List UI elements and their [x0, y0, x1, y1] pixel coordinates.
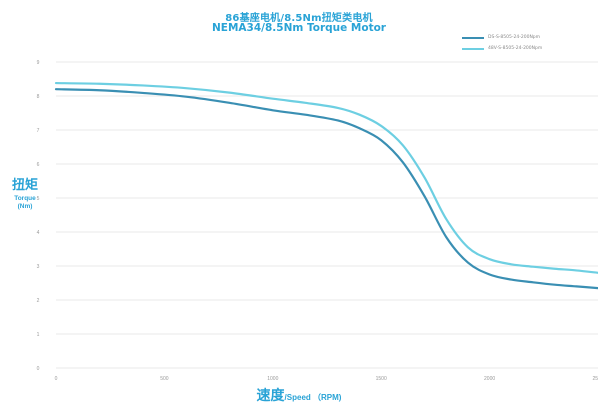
y-tick-label: 4: [37, 230, 40, 236]
x-tick-label: 2000: [484, 376, 495, 382]
y-axis-unit: (Nm): [17, 203, 33, 210]
legend: DS-S-8505-24-200Npm 48V-S-8505-24-200Npm: [462, 32, 582, 54]
y-tick-label: 2: [37, 298, 40, 304]
y-tick-label: 5: [37, 196, 40, 202]
y-tick-label: 3: [37, 264, 40, 270]
legend-swatch: [462, 47, 484, 50]
y-tick-label: 0: [37, 366, 40, 372]
x-axis-label-cn: 速度: [256, 388, 285, 404]
y-tick-label: 9: [37, 60, 40, 66]
chart-subtitle: NEMA34/8.5Nm Torque Motor: [212, 22, 386, 34]
series-line: [54, 88, 598, 290]
x-tick-label: 1000: [267, 376, 278, 382]
y-tick-label: 1: [37, 332, 40, 338]
series-line: [54, 81, 598, 274]
y-axis-label-en: Torque: [14, 195, 36, 202]
x-tick-label: 2500: [592, 376, 598, 382]
legend-label: DS-S-8505-24-200Npm: [488, 35, 541, 40]
y-tick-label: 6: [37, 162, 40, 168]
x-tick-label: 1500: [376, 376, 387, 382]
x-axis-label-en: /Speed （RPM): [284, 393, 342, 402]
y-axis-label: 扭矩 Torque (Nm): [8, 174, 42, 210]
legend-item: 48V-S-8505-24-200Npm: [462, 43, 582, 54]
legend-label: 48V-S-8505-24-200Npm: [488, 46, 543, 51]
y-tick-label: 7: [37, 128, 40, 134]
y-axis-label-cn: 扭矩: [11, 178, 38, 193]
x-tick-label: 500: [160, 376, 169, 382]
x-axis-label: 速度/Speed （RPM): [0, 385, 598, 405]
chart-title: 86基座电机/8.5Nm扭矩类电机: [225, 13, 373, 24]
y-tick-label: 8: [37, 94, 40, 100]
legend-swatch: [462, 36, 484, 39]
legend-item: DS-S-8505-24-200Npm: [462, 32, 582, 43]
x-tick-label: 0: [55, 376, 58, 382]
